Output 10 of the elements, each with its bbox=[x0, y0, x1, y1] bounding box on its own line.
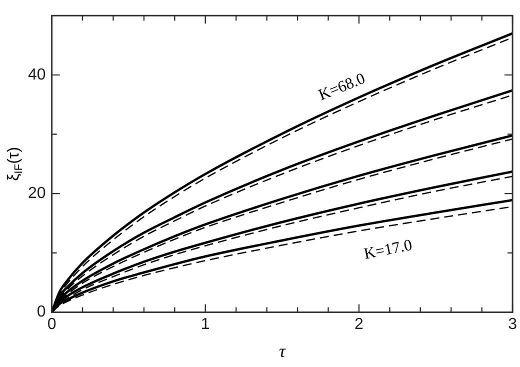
annotation: K=68.0 bbox=[316, 70, 368, 104]
x-tick-label: 3 bbox=[508, 316, 518, 334]
y-tick-label: 0 bbox=[36, 304, 46, 321]
y-tick-label: 20 bbox=[28, 184, 46, 202]
x-axis-title: τ bbox=[278, 340, 286, 361]
x-tick-label: 2 bbox=[354, 316, 364, 334]
y-tick-label: 40 bbox=[28, 66, 46, 84]
x-tick-label: 1 bbox=[200, 316, 210, 334]
annotation: K=17.0 bbox=[362, 236, 414, 264]
y-axis-title: ξIF(τ) bbox=[5, 146, 26, 181]
